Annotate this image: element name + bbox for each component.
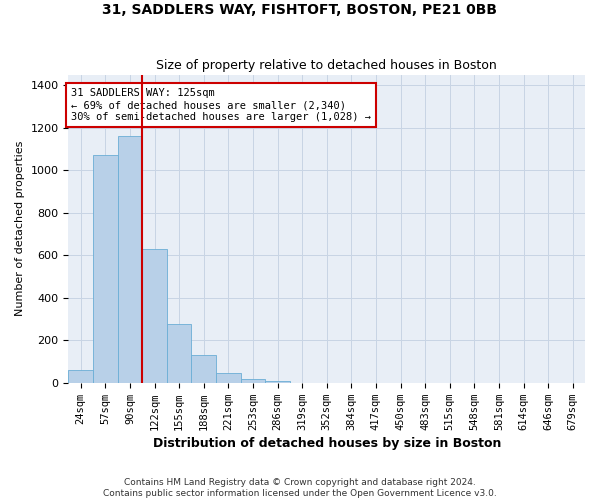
X-axis label: Distribution of detached houses by size in Boston: Distribution of detached houses by size … [152, 437, 501, 450]
Bar [93, 156, 118, 383]
Text: 31, SADDLERS WAY, FISHTOFT, BOSTON, PE21 0BB: 31, SADDLERS WAY, FISHTOFT, BOSTON, PE21… [103, 2, 497, 16]
Bar [241, 378, 265, 383]
Bar [142, 249, 167, 383]
Bar [167, 324, 191, 383]
Text: Contains HM Land Registry data © Crown copyright and database right 2024.
Contai: Contains HM Land Registry data © Crown c… [103, 478, 497, 498]
Text: 31 SADDLERS WAY: 125sqm
← 69% of detached houses are smaller (2,340)
30% of semi: 31 SADDLERS WAY: 125sqm ← 69% of detache… [71, 88, 371, 122]
Bar [265, 380, 290, 383]
Bar [191, 355, 216, 383]
Bar [216, 374, 241, 383]
Bar [118, 136, 142, 383]
Bar [68, 370, 93, 383]
Title: Size of property relative to detached houses in Boston: Size of property relative to detached ho… [157, 59, 497, 72]
Y-axis label: Number of detached properties: Number of detached properties [15, 141, 25, 316]
